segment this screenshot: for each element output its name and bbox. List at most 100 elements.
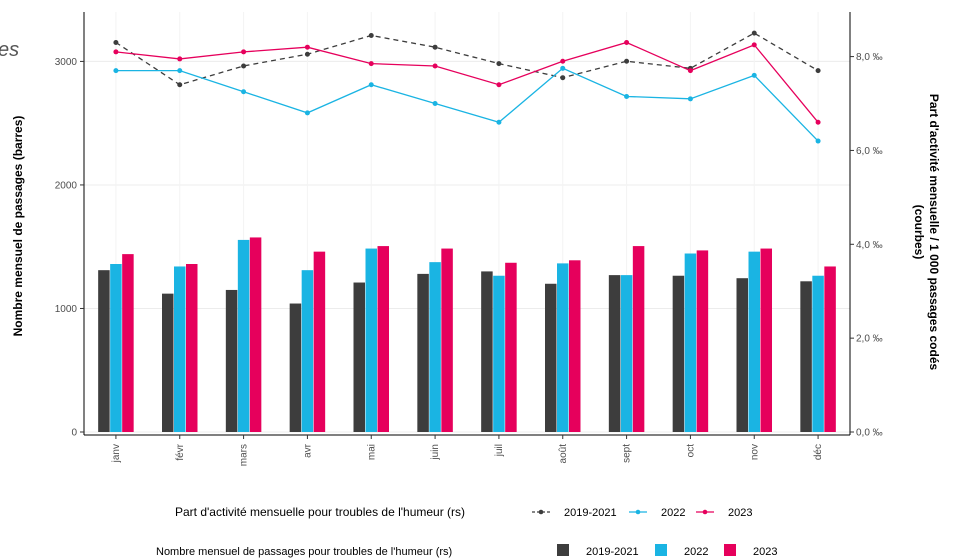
bar-2019-2021-oct (672, 275, 685, 432)
point-2023-mars (241, 49, 247, 55)
point-2023-mai (368, 61, 374, 67)
line-2019-2021 (115, 32, 819, 86)
x-tick-label-mars: mars (239, 444, 250, 466)
bar-2022-mai (365, 248, 377, 432)
bar-2019-2021-sept (608, 275, 621, 432)
point-2023-févr (177, 56, 183, 62)
bar-2019-2021-nov (736, 278, 748, 432)
point-2023-avr (304, 44, 310, 50)
line-series (113, 30, 821, 144)
point-2022-mars (241, 89, 247, 95)
point-2023-août (560, 58, 566, 64)
x-tick-label-févr: févr (175, 443, 186, 460)
legend-bars-title: Nombre mensuel de passages pour troubles… (156, 546, 452, 558)
point-2022-mai (368, 82, 374, 88)
point-2022-août (560, 65, 566, 71)
bar-2023-juin (441, 248, 453, 432)
y-right-axis-title-sub: (courbes) (912, 205, 926, 260)
bar-2019-2021-mars (225, 289, 238, 432)
point-2023-oct (687, 68, 693, 74)
bar-2022-août (557, 263, 569, 432)
point-2019-2021-juin (432, 44, 438, 50)
line-2023 (115, 41, 819, 123)
point-2023-déc (815, 119, 821, 125)
bar-2022-nov (748, 251, 760, 432)
point-2019-2021-mai (368, 32, 374, 38)
bar-2022-sept (620, 275, 633, 432)
point-2019-2021-juil (496, 61, 502, 67)
bar-2023-sept (632, 246, 645, 432)
bar-2022-déc (812, 275, 824, 432)
bar-2023-déc (824, 266, 836, 432)
bar-2022-juin (429, 262, 441, 432)
point-2019-2021-janv (113, 40, 119, 46)
point-2019-2021-mars (241, 63, 247, 69)
point-2022-févr (177, 68, 183, 74)
y-left-tick-label-3: 3000 (55, 57, 78, 68)
legend-bar-label-2023: 2023 (753, 546, 777, 558)
point-2022-sept (624, 93, 630, 99)
bar-2022-juil (493, 275, 505, 432)
point-2022-déc (815, 138, 821, 144)
bar-2023-juil (505, 262, 517, 432)
bar-2023-avr (313, 251, 326, 432)
legend-line-point-2023 (702, 509, 708, 515)
legend-bar-label-2019-2021: 2019-2021 (586, 546, 639, 558)
point-2022-janv (113, 68, 119, 74)
point-2019-2021-déc (815, 68, 821, 74)
bar-2022-mars (237, 239, 250, 432)
bar-2019-2021-juil (481, 271, 493, 432)
y-right-tick-label-1: 2,0 ‰ (856, 334, 883, 345)
legend-bar-swatch-2023 (724, 544, 736, 556)
legend-line-label-2022: 2022 (661, 507, 685, 519)
line-2022 (115, 67, 819, 142)
legend-bar-swatch-2019-2021 (557, 544, 569, 556)
bar-2023-mai (377, 246, 389, 432)
point-2019-2021-sept (624, 58, 630, 64)
legend-line-label-2023: 2023 (728, 507, 752, 519)
y-left-axis-title: Nombre mensuel de passages (barres) (11, 116, 25, 337)
point-2022-nov (751, 72, 757, 78)
bar-2019-2021-avr (289, 303, 302, 432)
x-tick-label-avr: avr (302, 443, 313, 458)
axes: 0 1000 2000 3000 0,0 ‰ 2,0 ‰ 4,0 ‰ 6,0 ‰ 8,0 ‰ ja… (55, 12, 883, 466)
legend-line-point-2019-2021 (538, 509, 544, 515)
point-2019-2021-févr (177, 82, 183, 88)
point-2023-janv (113, 49, 119, 55)
bar-2023-oct (696, 250, 709, 432)
bar-series (98, 237, 836, 432)
bar-2019-2021-mai (353, 282, 365, 432)
bar-2019-2021-janv (98, 270, 110, 432)
bar-2023-févr (186, 264, 198, 432)
point-2023-sept (624, 40, 630, 46)
x-tick-label-oct: oct (685, 444, 696, 458)
point-2023-juil (496, 82, 502, 88)
point-2022-juin (432, 101, 438, 107)
bar-2019-2021-août (545, 283, 557, 432)
legend-line-point-2022 (635, 509, 641, 515)
x-tick-label-août: août (558, 444, 569, 464)
y-left-tick-label-2: 2000 (55, 180, 78, 191)
point-2022-avr (304, 110, 310, 116)
x-tick-label-nov: nov (749, 444, 760, 460)
legend-bar-swatch-2022 (655, 544, 667, 556)
point-2019-2021-août (560, 75, 566, 81)
y-right-tick-label-4: 8,0 ‰ (856, 52, 883, 63)
y-right-tick-label-2: 4,0 ‰ (856, 240, 883, 251)
y-right-axis-title: Part d'activité mensuelle / 1 000 passag… (927, 94, 941, 371)
point-2022-oct (687, 96, 693, 102)
bar-2023-août (569, 260, 581, 432)
legend-lines-title: Part d'activité mensuelle pour troubles … (175, 505, 465, 519)
legend-bars: Nombre mensuel de passages pour troubles… (156, 544, 777, 558)
x-tick-label-janv: janv (111, 444, 122, 463)
x-tick-label-juin: juin (430, 444, 441, 461)
bar-2023-janv (122, 254, 134, 432)
bar-2022-oct (684, 253, 697, 432)
point-2023-nov (751, 42, 757, 48)
x-tick-label-mai: mai (366, 444, 377, 460)
point-2019-2021-avr (304, 51, 310, 57)
bar-2022-janv (110, 264, 122, 432)
chart-title-fragment: es (0, 39, 19, 61)
legend-lines: Part d'activité mensuelle pour troubles … (175, 505, 752, 519)
